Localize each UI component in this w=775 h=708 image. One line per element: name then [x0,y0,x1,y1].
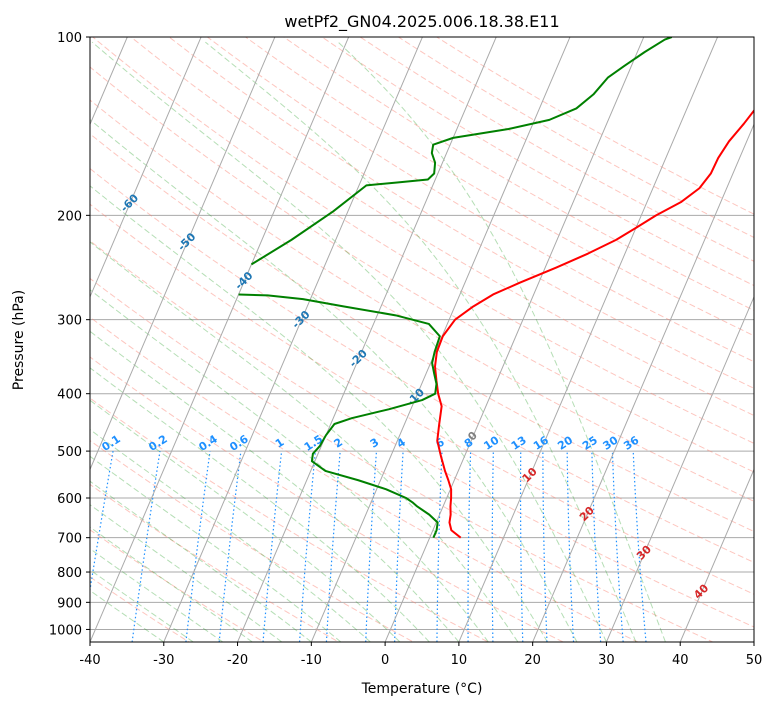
x-tick-label: 0 [381,653,389,668]
y-tick-label: 1000 [49,623,82,638]
x-tick-label: 20 [524,653,541,668]
x-tick-label: 40 [672,653,689,668]
x-tick-label: 30 [598,653,615,668]
chart-title: wetPf2_GN04.2025.006.18.38.E11 [284,12,559,32]
y-tick-label: 200 [57,209,82,224]
x-tick-label: -10 [301,653,322,668]
x-tick-label: -30 [153,653,174,668]
y-tick-label: 900 [57,596,82,611]
x-tick-label: 10 [451,653,468,668]
y-tick-label: 800 [57,566,82,581]
y-tick-label: 400 [57,388,82,403]
y-tick-label: 100 [57,31,82,46]
y-tick-label: 500 [57,445,82,460]
x-tick-label: -40 [79,653,100,668]
y-tick-label: 300 [57,314,82,329]
x-axis-label: Temperature (°C) [361,681,483,697]
y-tick-label: 700 [57,532,82,547]
y-tick-label: 600 [57,492,82,507]
x-tick-label: -20 [227,653,248,668]
x-tick-label: 50 [746,653,763,668]
y-axis-label: Pressure (hPa) [11,290,27,390]
